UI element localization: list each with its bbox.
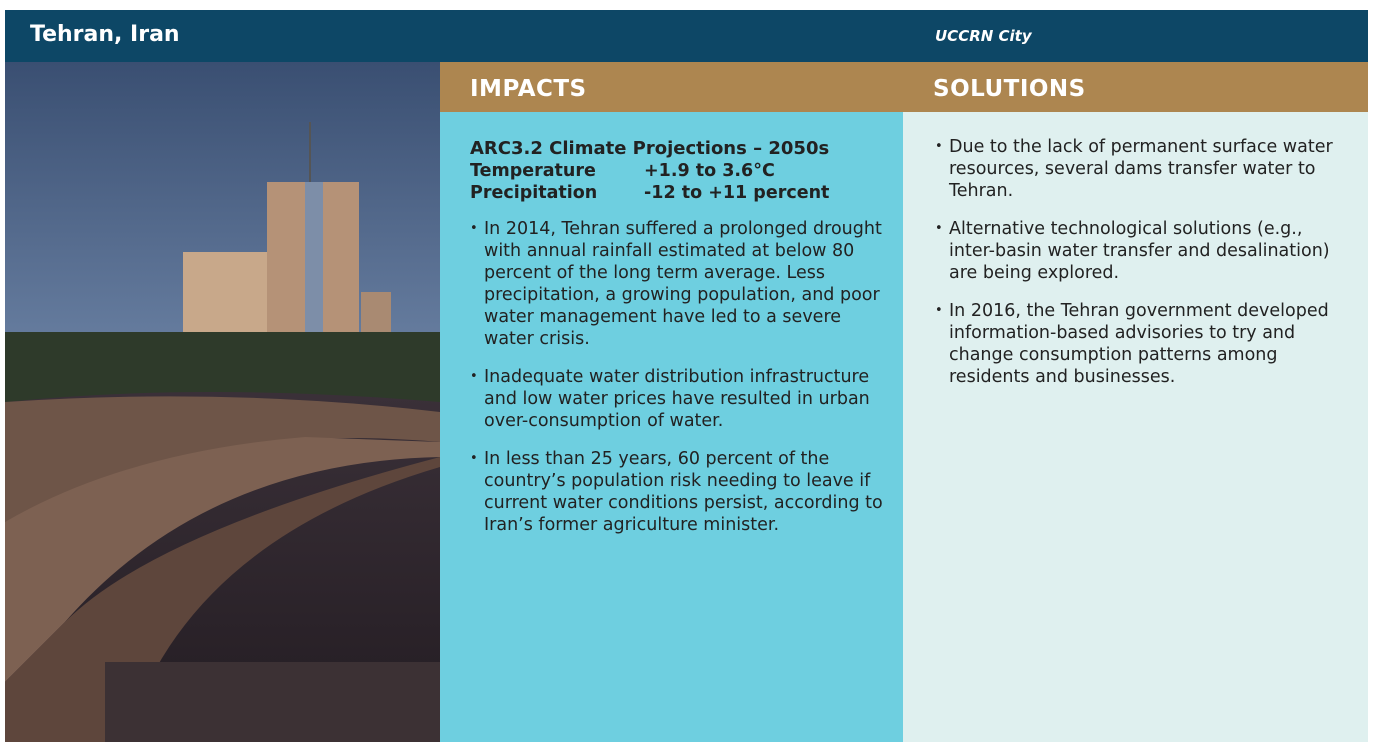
bullet: In 2016, the Tehran government developed… [935,300,1350,388]
city-title: Tehran, Iran [30,22,180,47]
projection-row: Precipitation -12 to +11 percent [470,182,885,204]
solutions-list: Due to the lack of permanent surface wat… [935,136,1350,388]
impacts-heading: IMPACTS [440,62,903,112]
bullet: Alternative technological solutions (e.g… [935,218,1350,284]
city-photo [5,62,440,742]
bullet: Inadequate water distribution infrastruc… [470,366,885,432]
solutions-body: Due to the lack of permanent surface wat… [903,112,1368,388]
projection-label: Precipitation [470,183,598,203]
projection-label: Temperature [470,161,596,181]
projections-title: ARC3.2 Climate Projections – 2050s [470,138,830,159]
projection-value: +1.9 to 3.6°C [644,161,775,181]
bullet: In less than 25 years, 60 percent of the… [470,448,885,536]
impacts-list: In 2014, Tehran suffered a prolonged dro… [470,218,885,536]
projection-value: -12 to +11 percent [644,183,830,203]
bullet: Due to the lack of permanent surface wat… [935,136,1350,202]
impacts-column: IMPACTS ARC3.2 Climate Projections – 205… [440,62,903,742]
projection-row: Temperature +1.9 to 3.6°C [470,160,885,182]
solutions-column: SOLUTIONS Due to the lack of permanent s… [903,62,1368,742]
bullet: In 2014, Tehran suffered a prolonged dro… [470,218,885,350]
city-label: UCCRN City [935,27,1032,45]
impacts-body: ARC3.2 Climate Projections – 2050s Tempe… [440,112,903,536]
header-bar: Tehran, Iran UCCRN City [5,10,1368,62]
solutions-heading: SOLUTIONS [903,62,1368,112]
